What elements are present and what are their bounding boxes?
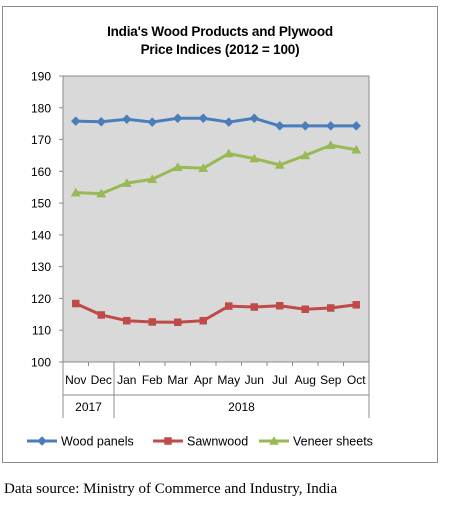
y-tick-label: 120 bbox=[31, 292, 51, 306]
y-tick-label: 190 bbox=[31, 70, 51, 84]
data-point-veneer-sheets bbox=[172, 162, 183, 171]
data-point-veneer-sheets bbox=[147, 174, 158, 184]
chart-title-line-1: India's Wood Products and Plywood bbox=[107, 24, 333, 39]
data-point-veneer-sheets bbox=[351, 144, 362, 154]
series-line-sawnwood bbox=[75, 302, 357, 324]
data-point-veneer-sheets bbox=[300, 150, 311, 160]
data-point-veneer-sheets bbox=[274, 159, 285, 169]
x-tick-label: Sep bbox=[320, 373, 342, 387]
x-tick-label: Feb bbox=[142, 373, 163, 387]
year-group-label: 2018 bbox=[228, 400, 255, 414]
legend-marker-sawnwood bbox=[164, 437, 172, 445]
data-point-wood-panels bbox=[249, 113, 260, 124]
data-point-sawnwood bbox=[199, 316, 207, 325]
year-group-label: 2017 bbox=[75, 400, 102, 414]
data-point-wood-panels bbox=[223, 117, 234, 127]
data-point-sawnwood bbox=[72, 299, 80, 308]
legend-label-sawnwood: Sawnwood bbox=[187, 435, 248, 449]
x-tick-label: Nov bbox=[65, 373, 86, 387]
data-point-wood-panels bbox=[172, 113, 183, 124]
data-point-veneer-sheets bbox=[325, 140, 336, 150]
y-tick-label: 150 bbox=[31, 197, 51, 211]
data-point-veneer-sheets bbox=[121, 178, 132, 187]
y-tick-label: 130 bbox=[31, 260, 51, 274]
data-point-sawnwood bbox=[225, 302, 233, 310]
legend-label-veneer-sheets: Veneer sheets bbox=[293, 435, 373, 449]
y-tick-label: 180 bbox=[31, 101, 51, 115]
data-point-sawnwood bbox=[174, 318, 182, 327]
y-tick-label: 110 bbox=[32, 324, 51, 338]
series-line-veneer-sheets bbox=[75, 143, 357, 196]
legend-marker-veneer-sheets bbox=[269, 435, 279, 445]
data-point-wood-panels bbox=[198, 113, 209, 124]
data-point-sawnwood bbox=[123, 316, 131, 325]
data-point-veneer-sheets bbox=[223, 148, 234, 158]
data-point-veneer-sheets bbox=[70, 187, 81, 197]
data-point-sawnwood bbox=[148, 318, 156, 326]
x-tick-label: Jan bbox=[117, 373, 136, 387]
y-tick-label: 160 bbox=[31, 165, 51, 179]
x-tick-label: Apr bbox=[194, 373, 213, 387]
data-point-wood-panels bbox=[70, 116, 81, 126]
x-tick-label: Jul bbox=[272, 373, 287, 387]
data-point-sawnwood bbox=[352, 301, 360, 309]
x-tick-label: Mar bbox=[167, 373, 188, 387]
data-point-wood-panels bbox=[96, 116, 107, 127]
legend-marker-wood-panels bbox=[37, 436, 47, 446]
x-tick-label: May bbox=[217, 373, 240, 387]
data-point-sawnwood bbox=[276, 302, 284, 310]
data-point-wood-panels bbox=[351, 121, 362, 131]
data-point-wood-panels bbox=[147, 117, 158, 127]
x-tick-label: Oct bbox=[347, 373, 366, 387]
data-point-wood-panels bbox=[300, 121, 311, 131]
data-point-veneer-sheets bbox=[198, 163, 209, 172]
y-tick-label: 100 bbox=[31, 356, 51, 370]
data-point-wood-panels bbox=[121, 114, 132, 125]
y-tick-label: 140 bbox=[31, 228, 51, 242]
data-source-note: Data source: Ministry of Commerce and In… bbox=[4, 481, 338, 497]
x-tick-label: Dec bbox=[91, 373, 112, 387]
data-point-sawnwood bbox=[327, 304, 335, 312]
legend-label-wood-panels: Wood panels bbox=[61, 435, 134, 449]
data-point-sawnwood bbox=[97, 311, 105, 319]
x-tick-label: Jun bbox=[245, 373, 264, 387]
y-tick-label: 170 bbox=[31, 133, 51, 147]
chart-title-line-2: Price Indices (2012 = 100) bbox=[140, 42, 300, 57]
data-point-wood-panels bbox=[274, 121, 285, 131]
chart-canvas: 100 110 120 130 140 150 160 170 180 190 Nov Dec Jan F… bbox=[27, 70, 373, 449]
x-tick-label: Aug bbox=[295, 373, 316, 387]
data-point-veneer-sheets bbox=[249, 153, 260, 163]
data-point-wood-panels bbox=[325, 121, 336, 131]
data-point-sawnwood bbox=[250, 303, 258, 311]
data-point-sawnwood bbox=[301, 305, 309, 313]
data-point-veneer-sheets bbox=[96, 188, 107, 198]
